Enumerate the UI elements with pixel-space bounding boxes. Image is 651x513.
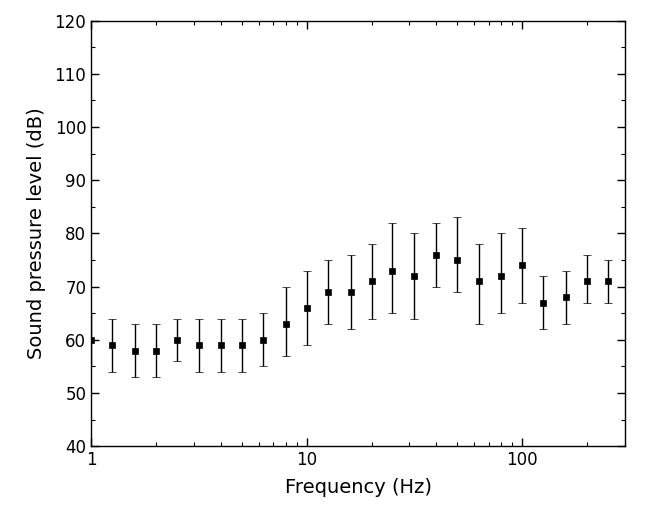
Y-axis label: Sound pressure level (dB): Sound pressure level (dB) — [27, 108, 46, 359]
X-axis label: Frequency (Hz): Frequency (Hz) — [284, 478, 432, 497]
